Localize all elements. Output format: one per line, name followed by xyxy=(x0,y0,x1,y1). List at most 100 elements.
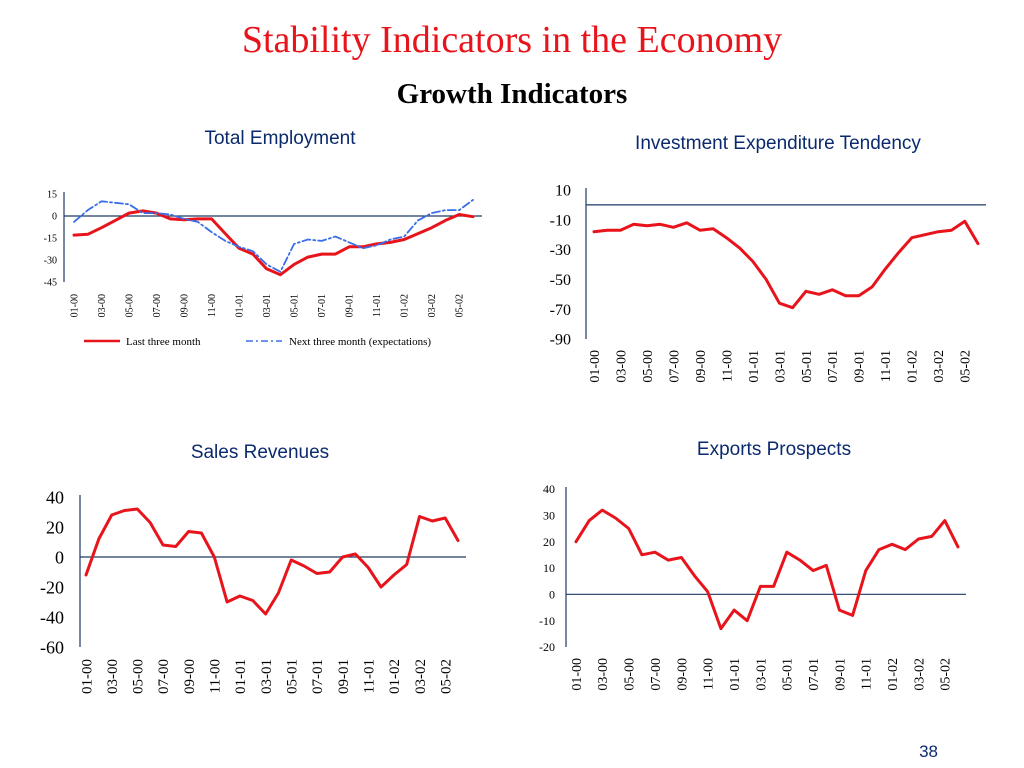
x-tick-label: 05-00 xyxy=(641,350,656,383)
x-tick-label: 09-00 xyxy=(675,658,690,691)
series-line-main xyxy=(592,219,980,310)
y-tick-label: 15 xyxy=(47,190,57,201)
y-tick-label: -30 xyxy=(44,256,57,267)
y-tick-label: -40 xyxy=(40,607,64,627)
y-tick-label: 40 xyxy=(46,487,64,507)
x-tick-label: 11-01 xyxy=(372,294,383,317)
y-tick-label: -70 xyxy=(550,302,571,319)
x-tick-label: 01-00 xyxy=(570,658,585,691)
x-tick-label: 07-01 xyxy=(826,350,841,383)
chart-title-sales: Sales Revenues xyxy=(190,442,330,463)
y-tick-label: 30 xyxy=(543,509,555,523)
y-tick-label: 20 xyxy=(543,535,555,549)
x-tick-label: 05-01 xyxy=(290,294,301,317)
x-tick-label: 07-01 xyxy=(807,658,822,691)
x-tick-label: 09-00 xyxy=(182,659,198,694)
y-tick-label: 0 xyxy=(55,547,64,567)
x-tick-label: 11-00 xyxy=(207,294,218,317)
x-tick-label: 05-00 xyxy=(623,658,638,691)
x-tick-label: 01-02 xyxy=(906,350,921,383)
x-tick-label: 09-01 xyxy=(853,350,868,383)
y-tick-label: 40 xyxy=(543,482,555,496)
x-tick-label: 05-02 xyxy=(939,658,954,691)
x-tick-label: 03-01 xyxy=(773,350,788,383)
x-tick-label: 11-01 xyxy=(361,659,377,693)
x-tick-label: 09-01 xyxy=(833,658,848,691)
x-tick-label: 01-01 xyxy=(728,658,743,691)
y-tick-label: -15 xyxy=(44,234,57,245)
x-tick-label: 09-01 xyxy=(336,659,352,694)
y-tick-label: -45 xyxy=(44,278,57,289)
y-tick-label: -20 xyxy=(40,577,64,597)
x-tick-label: 01-01 xyxy=(233,659,249,694)
x-tick-label: 03-01 xyxy=(259,659,275,694)
x-tick-label: 03-01 xyxy=(754,658,769,691)
x-tick-label: 11-00 xyxy=(208,659,224,693)
x-tick-label: 09-00 xyxy=(180,294,191,317)
x-tick-label: 03-01 xyxy=(262,294,273,317)
x-tick-label: 11-00 xyxy=(702,658,717,690)
slide-subtitle: Growth Indicators xyxy=(396,78,628,110)
y-tick-label: 0 xyxy=(52,212,57,223)
y-tick-label: -50 xyxy=(550,272,571,289)
y-tick-label: -90 xyxy=(550,332,571,349)
legend-label: Last three month xyxy=(126,336,201,348)
x-tick-label: 05-00 xyxy=(131,659,147,694)
y-tick-label: -10 xyxy=(539,614,555,628)
x-tick-label: 01-00 xyxy=(79,659,95,694)
x-tick-label: 11-01 xyxy=(879,350,894,382)
x-tick-label: 01-01 xyxy=(747,350,762,383)
x-tick-label: 03-02 xyxy=(413,659,429,694)
x-tick-label: 11-01 xyxy=(860,658,875,690)
chart-title-exports: Exports Prospects xyxy=(696,439,852,460)
x-tick-label: 03-00 xyxy=(97,294,108,317)
legend: Last three month Next three month (expect… xyxy=(84,336,431,348)
x-tick-label: 01-02 xyxy=(387,659,403,694)
x-tick-label: 03-02 xyxy=(427,294,438,317)
x-tick-label: 05-01 xyxy=(800,350,815,383)
x-tick-label: 03-00 xyxy=(614,350,629,383)
x-tick-label: 07-01 xyxy=(310,659,326,694)
chart-investment: 10 -10 -30 -50 -70 -90 01-00 03-00 05-00 07-00 09-… xyxy=(550,183,986,383)
chart-employment: 15 0 -15 -30 -45 01-00 03-00 05-00 07-00 09-00 11-… xyxy=(44,190,482,348)
y-tick-label: -60 xyxy=(40,637,64,657)
x-tick-label: 03-00 xyxy=(596,658,611,691)
x-tick-label: 05-01 xyxy=(284,659,300,694)
x-tick-label: 05-01 xyxy=(781,658,796,691)
chart-exports: 40 30 20 10 0 -10 -20 01-00 03-00 05-00 07-00 09-00… xyxy=(539,482,966,691)
y-tick-label: 20 xyxy=(46,517,64,537)
y-tick-label: -30 xyxy=(550,242,571,259)
legend-label: Next three month (expectations) xyxy=(289,336,431,348)
x-tick-label: 07-00 xyxy=(152,294,163,317)
x-tick-label: 05-02 xyxy=(455,294,466,317)
chart-sales: 40 20 0 -20 -40 -60 01-00 03-00 05-00 07-00 09-00 1… xyxy=(40,487,466,694)
y-tick-label: 10 xyxy=(555,183,571,200)
chart-title-total-employment: Total Employment xyxy=(204,128,356,149)
x-tick-label: 07-00 xyxy=(667,350,682,383)
x-tick-label: 07-00 xyxy=(649,658,664,691)
x-tick-label: 01-01 xyxy=(235,294,246,317)
x-tick-label: 11-00 xyxy=(720,350,735,382)
series-line-next-three-month-expectations xyxy=(73,198,474,273)
series-line-main xyxy=(84,507,460,616)
x-tick-label: 05-02 xyxy=(959,350,974,383)
series-line-main xyxy=(574,508,960,631)
x-tick-label: 03-00 xyxy=(105,659,121,694)
x-tick-label: 01-02 xyxy=(886,658,901,691)
series-line-last-three-month xyxy=(72,209,475,277)
x-tick-label: 07-00 xyxy=(156,659,172,694)
x-tick-label: 03-02 xyxy=(912,658,927,691)
x-tick-label: 07-01 xyxy=(317,294,328,317)
page-number: 38 xyxy=(919,742,938,761)
y-tick-label: -20 xyxy=(539,640,555,654)
x-tick-label: 05-02 xyxy=(438,659,454,694)
x-tick-label: 05-00 xyxy=(125,294,136,317)
x-tick-label: 09-00 xyxy=(694,350,709,383)
y-tick-label: 0 xyxy=(549,588,555,602)
x-tick-label: 09-01 xyxy=(345,294,356,317)
x-tick-label: 01-02 xyxy=(400,294,411,317)
x-tick-label: 01-00 xyxy=(588,350,603,383)
chart-title-investment: Investment Expenditure Tendency xyxy=(635,133,921,154)
y-tick-label: -10 xyxy=(550,212,571,229)
